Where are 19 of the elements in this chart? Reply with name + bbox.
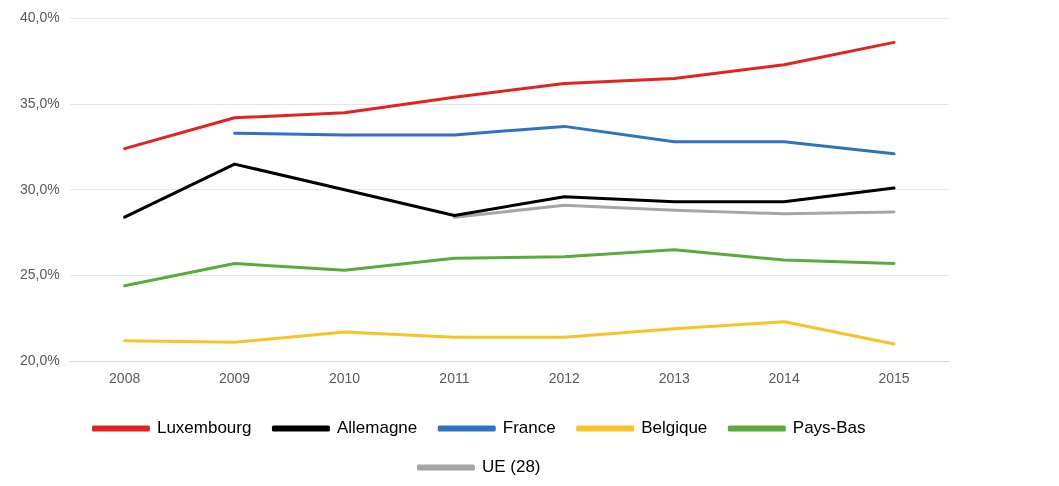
legend-label: Pays-Bas (792, 418, 866, 438)
x-tick-label: 2010 (328, 370, 361, 387)
x-tick-label: 2014 (768, 370, 800, 387)
x-tick-label: 2011 (439, 370, 470, 387)
legend-label: Belgique (641, 418, 708, 438)
x-tick-label: 2008 (109, 370, 141, 387)
x-tick-label: 2012 (548, 370, 581, 387)
legend-label: UE (28) (481, 457, 541, 477)
legend-label: France (502, 418, 556, 438)
y-tick-label: 30,0% (19, 180, 60, 197)
legend-label: Allemagne (336, 418, 418, 438)
x-tick-label: 2013 (658, 370, 690, 387)
x-tick-label: 2009 (218, 370, 251, 387)
x-tick-label: 2015 (878, 370, 910, 387)
y-tick-label: 40,0% (19, 9, 60, 26)
y-tick-label: 35,0% (19, 94, 60, 111)
y-tick-label: 20,0% (19, 352, 60, 369)
legend-label: Luxembourg (156, 418, 252, 438)
y-tick-label: 25,0% (19, 266, 60, 283)
